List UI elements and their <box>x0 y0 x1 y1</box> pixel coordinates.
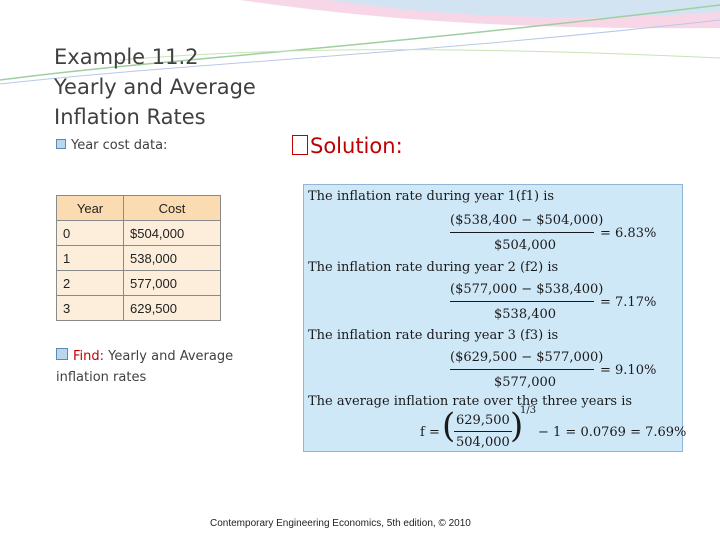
cell-cost: $504,000 <box>123 220 221 246</box>
table-header-row: Year Cost <box>56 195 221 221</box>
year3-denominator: $577,000 <box>494 375 557 390</box>
average-f-label: f = <box>420 425 440 440</box>
year1-denominator: $504,000 <box>494 238 557 253</box>
header-cost: Cost <box>123 195 221 221</box>
average-result: − 1 = 0.0769 = 7.69% <box>538 425 687 440</box>
cell-cost: 538,000 <box>123 245 221 271</box>
cost-table: Year Cost 0 $504,000 1 538,000 2 577,000… <box>56 195 221 321</box>
year2-numerator: ($577,000 − $538,400) <box>450 282 604 297</box>
year1-text: The inflation rate during year 1(f1) is <box>308 189 555 204</box>
right-paren-icon: ) <box>510 406 524 446</box>
title-line-3: Inflation Rates <box>54 105 206 129</box>
year2-result: = 7.17% <box>600 295 657 310</box>
table-row: 1 538,000 <box>56 245 221 271</box>
average-numerator: 629,500 <box>456 413 510 428</box>
cell-cost: 577,000 <box>123 270 221 296</box>
average-fraction-bar <box>454 431 512 432</box>
solution-heading: Solution: <box>292 134 403 158</box>
year1-fraction-bar <box>450 232 594 233</box>
find-bullet: Find: Yearly and Average inflation rates <box>56 346 286 388</box>
average-text: The average inflation rate over the thre… <box>308 394 633 409</box>
year-cost-label: Year cost data: <box>71 138 168 153</box>
header-year: Year <box>56 195 124 221</box>
average-denominator: 504,000 <box>456 435 510 450</box>
year1-numerator: ($538,400 − $504,000) <box>450 213 604 228</box>
year1-result: = 6.83% <box>600 226 657 241</box>
year3-result: = 9.10% <box>600 363 657 378</box>
table-row: 2 577,000 <box>56 270 221 296</box>
cell-year: 2 <box>56 270 124 296</box>
year3-fraction-bar <box>450 369 594 370</box>
cell-year: 1 <box>56 245 124 271</box>
placeholder-glyph-icon <box>292 135 308 155</box>
year2-denominator: $538,400 <box>494 307 557 322</box>
cell-year: 0 <box>56 220 124 246</box>
header-swoosh-decoration <box>0 0 720 85</box>
table-row: 0 $504,000 <box>56 220 221 246</box>
year3-numerator: ($629,500 − $577,000) <box>450 350 604 365</box>
cell-year: 3 <box>56 295 124 321</box>
left-paren-icon: ( <box>442 406 456 446</box>
find-label: Find <box>73 349 100 364</box>
year2-text: The inflation rate during year 2 (f2) is <box>308 260 559 275</box>
solution-box: The inflation rate during year 1(f1) is … <box>303 184 687 452</box>
title-line-1: Example 11.2 <box>54 45 199 69</box>
average-exponent: 1/3 <box>520 405 537 416</box>
year3-text: The inflation rate during year 3 (f3) is <box>308 328 559 343</box>
find-text: : Yearly and Average inflation rates <box>56 349 234 385</box>
title-line-2: Yearly and Average <box>54 75 256 99</box>
table-row: 3 629,500 <box>56 295 221 321</box>
year-cost-bullet: Year cost data: <box>56 138 167 153</box>
bullet-square-icon <box>56 348 68 360</box>
slide-title: Example 11.2 Yearly and Average Inflatio… <box>54 42 256 132</box>
footer-citation: Contemporary Engineering Economics, 5th … <box>210 518 471 529</box>
cell-cost: 629,500 <box>123 295 221 321</box>
solution-label: Solution <box>310 134 396 158</box>
year2-fraction-bar <box>450 301 594 302</box>
bullet-square-icon <box>56 139 66 149</box>
